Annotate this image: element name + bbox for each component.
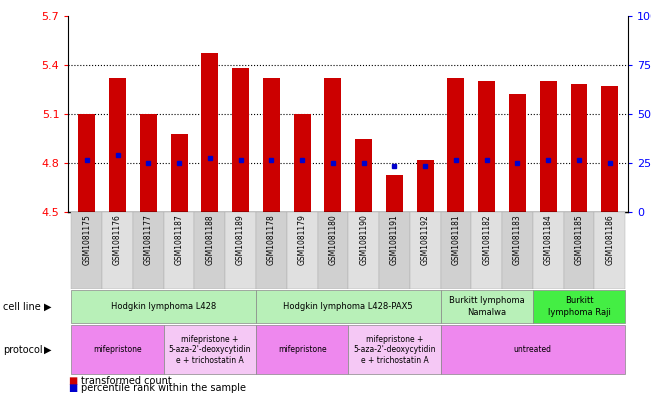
- Text: GSM1081192: GSM1081192: [421, 215, 430, 265]
- Bar: [533, 290, 625, 323]
- Bar: [324, 78, 341, 212]
- Bar: [78, 114, 95, 212]
- Text: ▶: ▶: [44, 301, 52, 312]
- Text: GSM1081186: GSM1081186: [605, 215, 615, 265]
- Text: GSM1081188: GSM1081188: [205, 215, 214, 265]
- Bar: [355, 138, 372, 212]
- Text: GSM1081187: GSM1081187: [174, 215, 184, 265]
- Text: Hodgkin lymphoma L428: Hodgkin lymphoma L428: [111, 302, 216, 311]
- Text: GSM1081177: GSM1081177: [144, 215, 153, 265]
- Text: Burkitt lymphoma
Namalwa: Burkitt lymphoma Namalwa: [449, 296, 525, 317]
- Text: GSM1081181: GSM1081181: [451, 215, 460, 265]
- Text: GSM1081178: GSM1081178: [267, 215, 276, 265]
- Text: GSM1081190: GSM1081190: [359, 215, 368, 265]
- Bar: [471, 212, 502, 289]
- Bar: [256, 290, 441, 323]
- Text: Burkitt
lymphoma Raji: Burkitt lymphoma Raji: [547, 296, 611, 317]
- Bar: [417, 160, 434, 212]
- Text: GSM1081182: GSM1081182: [482, 215, 492, 265]
- Bar: [195, 212, 225, 289]
- Text: ■: ■: [68, 383, 77, 393]
- Text: ▶: ▶: [44, 345, 52, 355]
- Bar: [386, 174, 403, 212]
- Text: GSM1081184: GSM1081184: [544, 215, 553, 265]
- Bar: [318, 212, 348, 289]
- Text: GSM1081176: GSM1081176: [113, 215, 122, 265]
- Bar: [72, 325, 163, 374]
- Bar: [410, 212, 441, 289]
- Bar: [441, 290, 533, 323]
- Bar: [348, 325, 441, 374]
- Bar: [225, 212, 256, 289]
- Bar: [256, 325, 348, 374]
- Text: GSM1081185: GSM1081185: [574, 215, 583, 265]
- Bar: [602, 86, 618, 212]
- Bar: [109, 78, 126, 212]
- Bar: [478, 81, 495, 212]
- Text: mifepristone: mifepristone: [93, 345, 142, 354]
- Bar: [502, 212, 533, 289]
- Bar: [163, 212, 195, 289]
- Bar: [256, 212, 286, 289]
- Bar: [348, 212, 379, 289]
- Bar: [441, 325, 625, 374]
- Bar: [286, 212, 318, 289]
- Text: GSM1081180: GSM1081180: [328, 215, 337, 265]
- Text: protocol: protocol: [3, 345, 43, 355]
- Text: transformed count: transformed count: [81, 376, 172, 386]
- Bar: [140, 114, 157, 212]
- Bar: [570, 84, 587, 212]
- Bar: [379, 212, 410, 289]
- Text: GSM1081179: GSM1081179: [298, 215, 307, 265]
- Bar: [171, 134, 187, 212]
- Text: ■: ■: [68, 376, 77, 386]
- Text: cell line: cell line: [3, 301, 41, 312]
- Text: GSM1081183: GSM1081183: [513, 215, 522, 265]
- Text: GSM1081191: GSM1081191: [390, 215, 399, 265]
- Bar: [232, 68, 249, 212]
- Bar: [163, 325, 256, 374]
- Bar: [72, 290, 256, 323]
- Bar: [564, 212, 594, 289]
- Text: untreated: untreated: [514, 345, 552, 354]
- Text: mifepristone +
5-aza-2'-deoxycytidin
e + trichostatin A: mifepristone + 5-aza-2'-deoxycytidin e +…: [169, 335, 251, 365]
- Bar: [263, 78, 280, 212]
- Bar: [509, 94, 526, 212]
- Bar: [441, 212, 471, 289]
- Text: mifepristone +
5-aza-2'-deoxycytidin
e + trichostatin A: mifepristone + 5-aza-2'-deoxycytidin e +…: [353, 335, 436, 365]
- Bar: [72, 212, 102, 289]
- Bar: [201, 53, 218, 212]
- Text: mifepristone: mifepristone: [278, 345, 326, 354]
- Bar: [102, 212, 133, 289]
- Bar: [294, 114, 311, 212]
- Bar: [533, 212, 564, 289]
- Bar: [540, 81, 557, 212]
- Bar: [594, 212, 625, 289]
- Bar: [447, 78, 464, 212]
- Text: percentile rank within the sample: percentile rank within the sample: [81, 383, 246, 393]
- Bar: [133, 212, 163, 289]
- Text: Hodgkin lymphoma L428-PAX5: Hodgkin lymphoma L428-PAX5: [283, 302, 413, 311]
- Text: GSM1081189: GSM1081189: [236, 215, 245, 265]
- Text: GSM1081175: GSM1081175: [82, 215, 91, 265]
